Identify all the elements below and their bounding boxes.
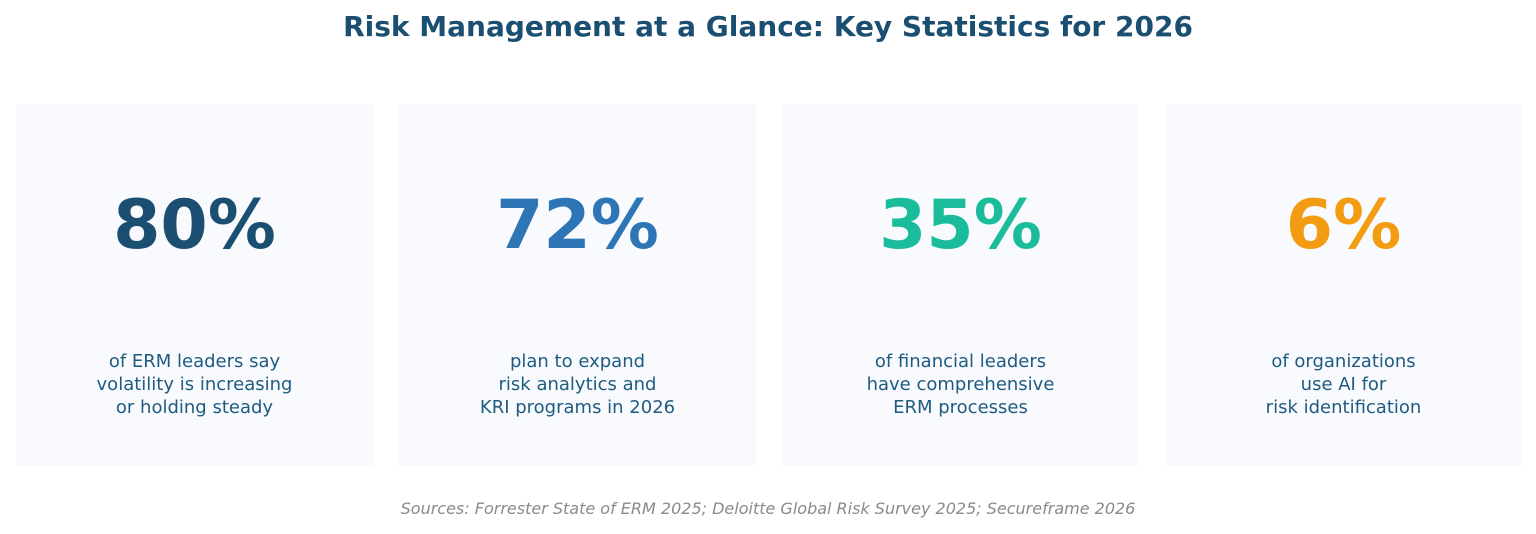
stat-card-4: 6% of organizations use AI for risk iden… (1165, 104, 1522, 466)
stat-value-4: 6% (1285, 186, 1402, 265)
stat-value-3: 35% (879, 186, 1042, 265)
stat-label-3: of financial leaders have comprehensive … (866, 351, 1055, 418)
stat-cards: 80% of ERM leaders say volatility is inc… (0, 104, 1536, 466)
page-title: Risk Management at a Glance: Key Statist… (343, 10, 1193, 43)
stat-card-2: 72% plan to expand risk analytics and KR… (399, 104, 756, 466)
stat-value-1: 80% (113, 186, 276, 265)
stat-card-3: 35% of financial leaders have comprehens… (782, 104, 1139, 466)
stat-label-1: of ERM leaders say volatility is increas… (96, 351, 293, 418)
stat-card-1: 80% of ERM leaders say volatility is inc… (16, 104, 373, 466)
source-note: Sources: Forrester State of ERM 2025; De… (400, 499, 1136, 518)
stat-label-2: plan to expand risk analytics and KRI pr… (479, 351, 676, 418)
stat-value-2: 72% (496, 186, 659, 265)
stat-label-4: of organizations use AI for risk identif… (1265, 351, 1422, 418)
